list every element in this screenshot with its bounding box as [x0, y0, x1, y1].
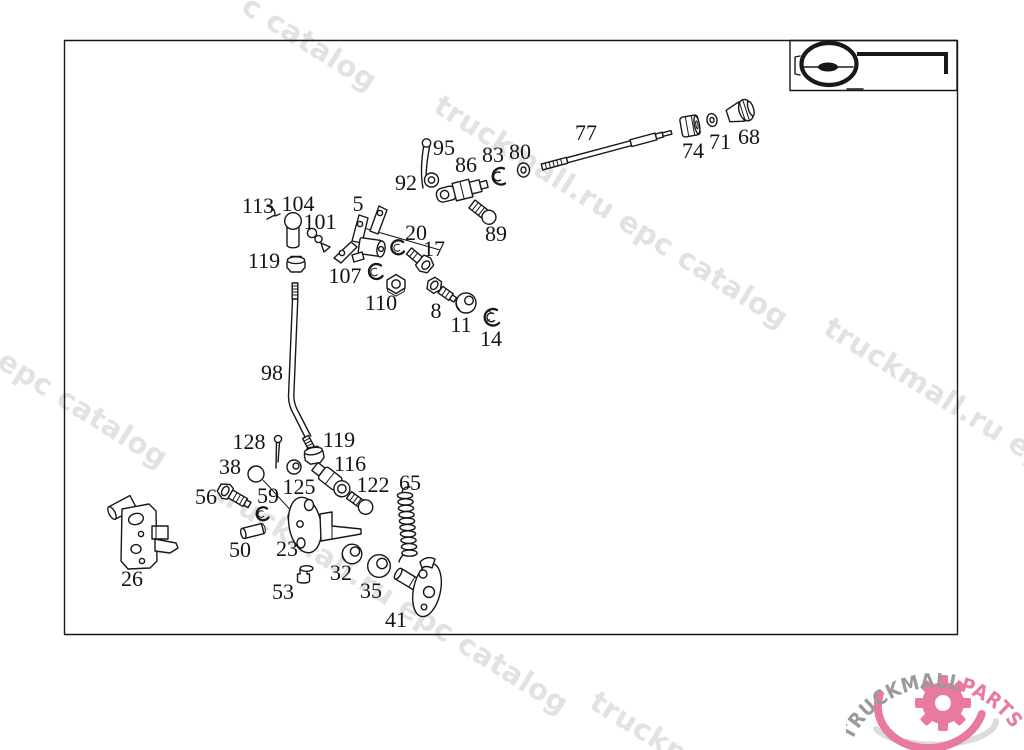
part-83-snap-ring	[491, 166, 507, 186]
part-110-nut	[386, 273, 406, 297]
part-5-lever-bracket	[333, 205, 441, 264]
part-98-rod	[287, 282, 317, 453]
part-92-washer	[423, 172, 440, 188]
part-128-cotter-pin	[273, 434, 283, 469]
part-26-bracket	[107, 494, 179, 570]
steering-wheel-icon	[789, 39, 958, 92]
part-11-bushing	[455, 292, 477, 314]
gear-swoosh-icon	[873, 675, 999, 750]
part-14-e-clip	[483, 307, 501, 327]
part-53-plug	[296, 565, 314, 584]
part-41-bracket	[393, 556, 443, 618]
part-119-nut	[286, 255, 306, 273]
part-17-bolt	[405, 247, 435, 274]
part-68-knob	[725, 98, 755, 123]
part-104-ball-pin	[284, 211, 303, 249]
part-116-clevis	[311, 461, 351, 498]
part-107-lock-washer	[367, 262, 384, 281]
part-65-spring	[396, 486, 418, 563]
part-32-bushing	[341, 543, 363, 565]
part-59-lock-washer	[255, 506, 270, 522]
part-89-bolt	[468, 199, 497, 225]
part-50-pin	[239, 522, 266, 540]
part-101-links	[306, 227, 331, 253]
part-23-lever	[287, 496, 362, 554]
part-86-clevis	[435, 178, 489, 203]
part-74-bushing	[679, 114, 701, 138]
part-80-washer	[516, 162, 531, 178]
part-77-rod	[540, 129, 673, 171]
part-56-bolt	[216, 483, 252, 509]
part-113-clip	[266, 205, 281, 220]
part-8-bolt	[426, 276, 458, 303]
part-20-lock-washer	[390, 239, 406, 256]
part-119-nut-lower	[303, 445, 325, 465]
part-122-bolt	[345, 490, 374, 515]
part-38-ring	[247, 465, 295, 515]
part-125-washer	[286, 459, 302, 475]
part-71-washer	[706, 112, 718, 128]
diagram-frame	[63, 39, 959, 636]
brand-logo: TRUCKMALLPARTS	[846, 668, 1024, 750]
part-35-bushing	[367, 554, 392, 579]
